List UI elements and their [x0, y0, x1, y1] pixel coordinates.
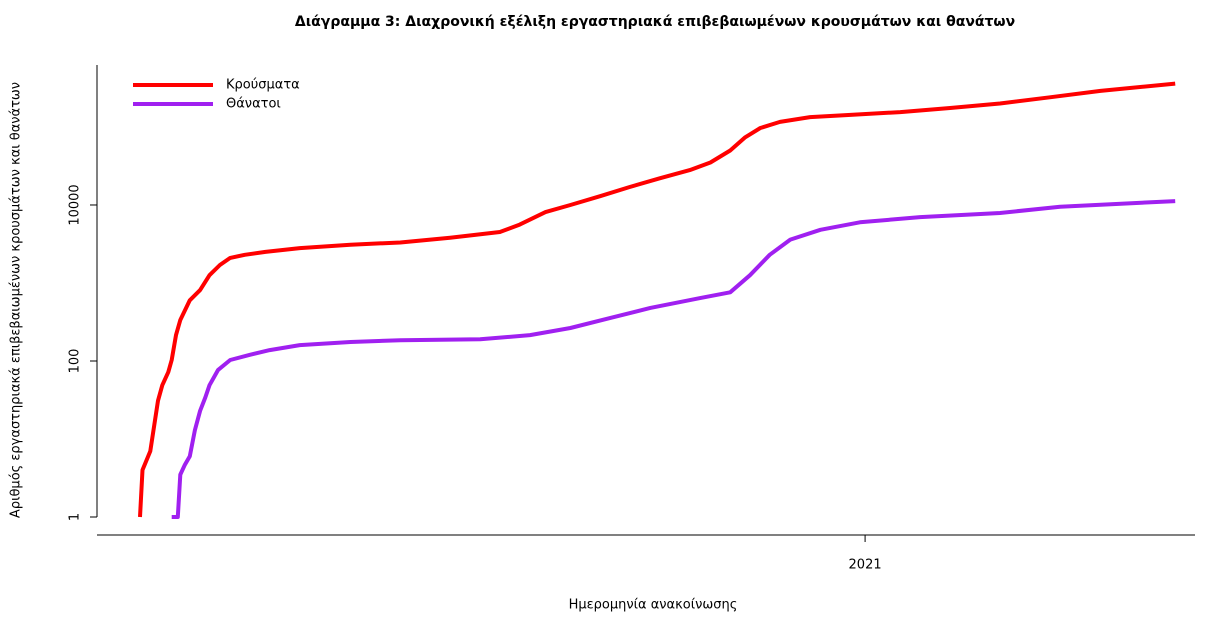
series-line — [138, 81, 1176, 518]
legend-label: Θάνατοι — [226, 97, 281, 112]
y-axis-label: Αριθμός εργαστηριακά επιβεβαιωμένων κρου… — [9, 82, 24, 518]
x-tick-label: 2021 — [849, 558, 882, 573]
y-tick-label: 10000 — [68, 184, 83, 225]
legend-label: Κρούσματα — [226, 78, 300, 93]
chart-title: Διάγραμμα 3: Διαχρονική εξέλιξη εργαστηρ… — [295, 14, 1015, 30]
series-line — [171, 199, 1176, 519]
y-tick-label: 100 — [68, 349, 83, 374]
x-axis-label: Ημερομηνία ανακοίνωσης — [569, 598, 738, 613]
y-tick-label: 1 — [68, 513, 83, 521]
